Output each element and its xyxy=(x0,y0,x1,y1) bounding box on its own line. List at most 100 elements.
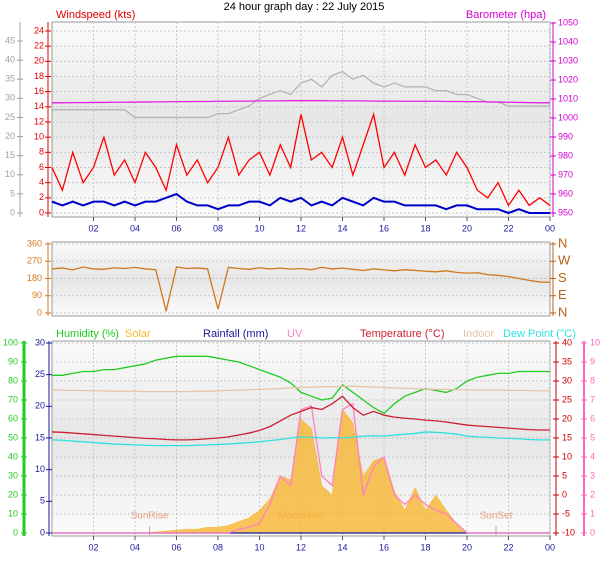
x-tick-label: 22 xyxy=(503,542,513,552)
y-tick-label: 90 xyxy=(32,290,42,300)
y-tick-label: 25 xyxy=(562,394,572,404)
y-tick-label: 25 xyxy=(5,112,15,122)
y-tick-label: 10 xyxy=(562,451,572,461)
y-tick-label: 9 xyxy=(590,356,595,366)
y-tick-label: 20 xyxy=(562,413,572,423)
y-tick-label: 24 xyxy=(34,25,44,35)
y-tick-label: 2 xyxy=(39,192,44,202)
y-tick-label: 6 xyxy=(590,413,595,423)
y-tick-label: 40 xyxy=(5,54,15,64)
series-line xyxy=(51,395,550,441)
y-tick-label: 16 xyxy=(34,86,44,96)
y-tick-label: 0 xyxy=(13,527,18,537)
y-tick-label: 70 xyxy=(8,394,18,404)
y-tick-label: 1 xyxy=(590,508,595,518)
series-line xyxy=(52,402,550,534)
x-tick-label: 20 xyxy=(462,542,472,552)
y-tick-label: 0 xyxy=(37,307,42,317)
x-tick-label: 06 xyxy=(171,223,181,233)
y-tick-label: 1010 xyxy=(558,93,578,103)
x-tick-label: 18 xyxy=(420,223,430,233)
series-line xyxy=(51,192,550,215)
y-tick-label: 8 xyxy=(39,147,44,157)
series-line xyxy=(52,100,550,104)
y-tick-label: 0 xyxy=(10,207,15,217)
y-tick-label: 60 xyxy=(8,413,18,423)
y-tick-label: 970 xyxy=(558,169,573,179)
x-tick-label: 14 xyxy=(337,542,347,552)
x-tick-label: 00 xyxy=(545,542,555,552)
y-tick-label: 960 xyxy=(558,188,573,198)
y-tick-label: 12 xyxy=(34,116,44,126)
y-tick-label: 7 xyxy=(590,394,595,404)
x-tick-label: 20 xyxy=(462,223,472,233)
x-tick-label: 10 xyxy=(254,542,264,552)
x-tick-label: 08 xyxy=(213,223,223,233)
y-tick-label: 20 xyxy=(35,401,45,411)
legend-label: Solar xyxy=(125,328,151,340)
legend-label: Dew Point (°C) xyxy=(503,328,576,340)
y-tick-label: 5 xyxy=(590,432,595,442)
legend-label: Temperature (°C) xyxy=(360,328,444,340)
y-tick-label: 0 xyxy=(39,207,44,217)
x-tick-label: 06 xyxy=(171,542,181,552)
x-tick-label: 00 xyxy=(545,223,555,233)
y-tick-label: W xyxy=(558,253,571,268)
y-tick-label: 20 xyxy=(34,56,44,66)
y-tick-label: 22 xyxy=(34,41,44,51)
x-tick-label: 14 xyxy=(337,223,347,233)
x-tick-label: 16 xyxy=(379,223,389,233)
y-label: Windspeed (kts) xyxy=(56,9,135,21)
y-tick-label: 100 xyxy=(3,337,18,347)
y-tick-label: 950 xyxy=(558,207,573,217)
y-tick-label: 14 xyxy=(34,101,44,111)
y-tick-label: 35 xyxy=(5,74,15,84)
y-tick-label: 360 xyxy=(27,238,42,248)
y-tick-label: 40 xyxy=(8,451,18,461)
y-tick-label: 2 xyxy=(590,489,595,499)
y-tick-label: 5 xyxy=(562,470,567,480)
x-tick-label: 22 xyxy=(503,223,513,233)
y-tick-label: 0 xyxy=(562,489,567,499)
y-tick-label: 5 xyxy=(10,188,15,198)
y-tick-label: 25 xyxy=(35,369,45,379)
y-tick-label: 5 xyxy=(40,496,45,506)
x-tick-label: 16 xyxy=(379,542,389,552)
y-tick-label: 30 xyxy=(8,470,18,480)
y-tick-label: 1000 xyxy=(558,112,578,122)
annotation: SunRise xyxy=(131,511,169,522)
y-tick-label: 20 xyxy=(5,131,15,141)
y-tick-label: 10 xyxy=(5,169,15,179)
y-tick-label: 30 xyxy=(562,375,572,385)
y-tick-label: 3 xyxy=(590,470,595,480)
x-tick-label: 02 xyxy=(88,542,98,552)
x-tick-label: 08 xyxy=(213,542,223,552)
y-tick-label: 15 xyxy=(5,150,15,160)
y-tick-label: 10 xyxy=(8,508,18,518)
y-tick-label: N xyxy=(558,304,567,319)
y-tick-label: 0 xyxy=(590,527,595,537)
x-tick-label: 12 xyxy=(296,223,306,233)
x-tick-label: 18 xyxy=(420,542,430,552)
x-tick-label: 02 xyxy=(88,223,98,233)
x-tick-label: 12 xyxy=(296,542,306,552)
y-tick-label: 1050 xyxy=(558,17,578,27)
legend-label: Rainfall (mm) xyxy=(203,328,268,340)
y-tick-label: 4 xyxy=(39,177,44,187)
y-tick-label: 980 xyxy=(558,150,573,160)
series-line xyxy=(51,111,551,207)
series-line xyxy=(52,70,550,119)
y-tick-label: 8 xyxy=(590,375,595,385)
y-tick-label: -10 xyxy=(562,527,575,537)
y-tick-label: N xyxy=(558,235,567,250)
series-line xyxy=(51,431,550,447)
legend-label: UV xyxy=(287,328,303,340)
x-tick-label: 04 xyxy=(130,223,140,233)
y-tick-label: 50 xyxy=(8,432,18,442)
y-tick-label: 80 xyxy=(8,375,18,385)
series-line xyxy=(51,266,551,312)
y-tick-label: 15 xyxy=(35,432,45,442)
y-tick-label: 40 xyxy=(562,337,572,347)
series-line xyxy=(52,385,550,393)
